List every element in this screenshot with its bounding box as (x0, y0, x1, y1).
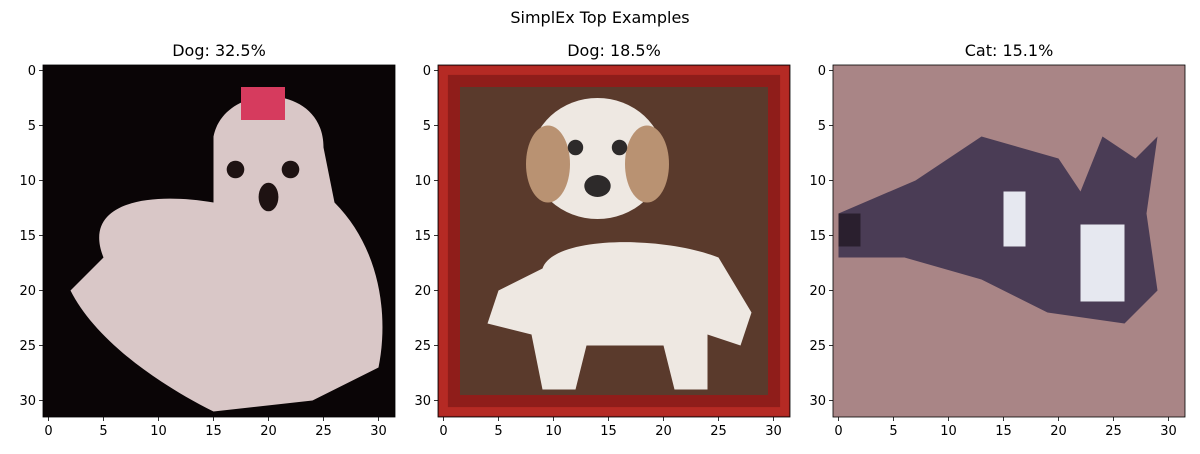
x-tick-label: 10 (940, 424, 957, 439)
axes-frame (437, 64, 791, 418)
y-tick-label: 0 (818, 64, 826, 79)
y-tick-label: 10 (809, 174, 826, 189)
y-tick-label: 0 (423, 64, 431, 79)
image-3 (833, 65, 1185, 417)
subject-bow (241, 87, 285, 120)
subplot-3: Cat: 15.1% 0 5 10 15 20 25 30 0 5 10 15 20 25 30 (809, 41, 1186, 439)
x-tick-label: 15 (600, 424, 617, 439)
subject-body (487, 242, 752, 390)
y-tick-label: 0 (28, 64, 36, 79)
x-tick-label: 30 (765, 424, 782, 439)
x-tick-label: 30 (370, 424, 387, 439)
figure-title: SimplEx Top Examples (510, 8, 689, 27)
subject-eye (567, 139, 584, 156)
x-tick-label: 0 (439, 424, 447, 439)
subject-body (838, 136, 1158, 324)
x-tick-label: 25 (710, 424, 727, 439)
x-tick-label: 10 (545, 424, 562, 439)
subplot-2: Dog: 18.5% 0 5 10 15 20 25 30 0 5 10 15 20 25 30 (414, 41, 791, 439)
x-tick-label: 15 (205, 424, 222, 439)
image-1 (43, 65, 395, 417)
y-tick-label: 20 (809, 284, 826, 299)
x-tick-label: 20 (260, 424, 277, 439)
axes-frame (42, 64, 396, 418)
x-tick-label: 30 (1160, 424, 1177, 439)
x-tick-label: 0 (834, 424, 842, 439)
y-tick-label: 25 (809, 339, 826, 354)
x-tick-label: 20 (655, 424, 672, 439)
x-tick-label: 25 (1105, 424, 1122, 439)
y-tick-label: 20 (414, 284, 431, 299)
subject-nose (258, 182, 279, 212)
axes-frame (832, 64, 1186, 418)
subject-nose (584, 175, 611, 197)
x-tick-label: 25 (315, 424, 332, 439)
subplot-title: Dog: 18.5% (567, 41, 661, 60)
y-tick-label: 15 (19, 229, 36, 244)
y-tick-label: 15 (809, 229, 826, 244)
x-tick-label: 5 (99, 424, 107, 439)
x-tick-label: 0 (44, 424, 52, 439)
y-tick-label: 15 (414, 229, 431, 244)
subject-shape (70, 96, 383, 412)
y-tick-label: 25 (414, 339, 431, 354)
subplot-title: Dog: 32.5% (172, 41, 266, 60)
subject-highlight (1080, 224, 1125, 302)
y-tick-label: 10 (19, 174, 36, 189)
x-tick-label: 15 (995, 424, 1012, 439)
subplot-1: Dog: 32.5% 0 5 10 15 20 25 30 0 5 10 15 20 25 30 (19, 41, 396, 439)
y-tick-label: 30 (809, 394, 826, 409)
y-tick-label: 10 (414, 174, 431, 189)
y-tick-label: 25 (19, 339, 36, 354)
x-tick-label: 5 (889, 424, 897, 439)
image-2 (438, 65, 790, 417)
y-tick-label: 5 (818, 119, 826, 134)
x-tick-label: 5 (494, 424, 502, 439)
y-tick-label: 30 (19, 394, 36, 409)
subject-eye (281, 160, 300, 179)
x-tick-label: 20 (1050, 424, 1067, 439)
subject-eye (611, 139, 628, 156)
y-tick-label: 5 (423, 119, 431, 134)
subject-eye (226, 160, 245, 179)
subplot-title: Cat: 15.1% (965, 41, 1054, 60)
y-tick-label: 30 (414, 394, 431, 409)
x-tick-label: 10 (150, 424, 167, 439)
y-tick-label: 5 (28, 119, 36, 134)
y-tick-label: 20 (19, 284, 36, 299)
